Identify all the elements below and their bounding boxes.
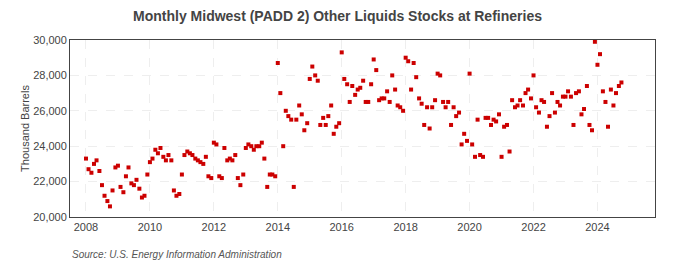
svg-text:2008: 2008 <box>74 221 98 233</box>
svg-text:26,000: 26,000 <box>33 105 67 117</box>
svg-text:Monthly Midwest (PADD 2) Other: Monthly Midwest (PADD 2) Other Liquids S… <box>133 8 542 24</box>
svg-text:28,000: 28,000 <box>33 69 67 81</box>
svg-text:30,000: 30,000 <box>33 34 67 46</box>
svg-text:2022: 2022 <box>521 221 545 233</box>
svg-text:2016: 2016 <box>329 221 353 233</box>
svg-text:24,000: 24,000 <box>33 140 67 152</box>
svg-text:22,000: 22,000 <box>33 175 67 187</box>
svg-text:20,000: 20,000 <box>33 211 67 223</box>
svg-text:Thousand Barrels: Thousand Barrels <box>19 85 31 172</box>
svg-text:2024: 2024 <box>585 221 609 233</box>
svg-text:2020: 2020 <box>457 221 481 233</box>
svg-text:2012: 2012 <box>202 221 226 233</box>
svg-text:2018: 2018 <box>393 221 417 233</box>
svg-text:Source: U.S. Energy Informatio: Source: U.S. Energy Information Administ… <box>72 249 282 260</box>
svg-text:2014: 2014 <box>266 221 290 233</box>
svg-text:2010: 2010 <box>138 221 162 233</box>
